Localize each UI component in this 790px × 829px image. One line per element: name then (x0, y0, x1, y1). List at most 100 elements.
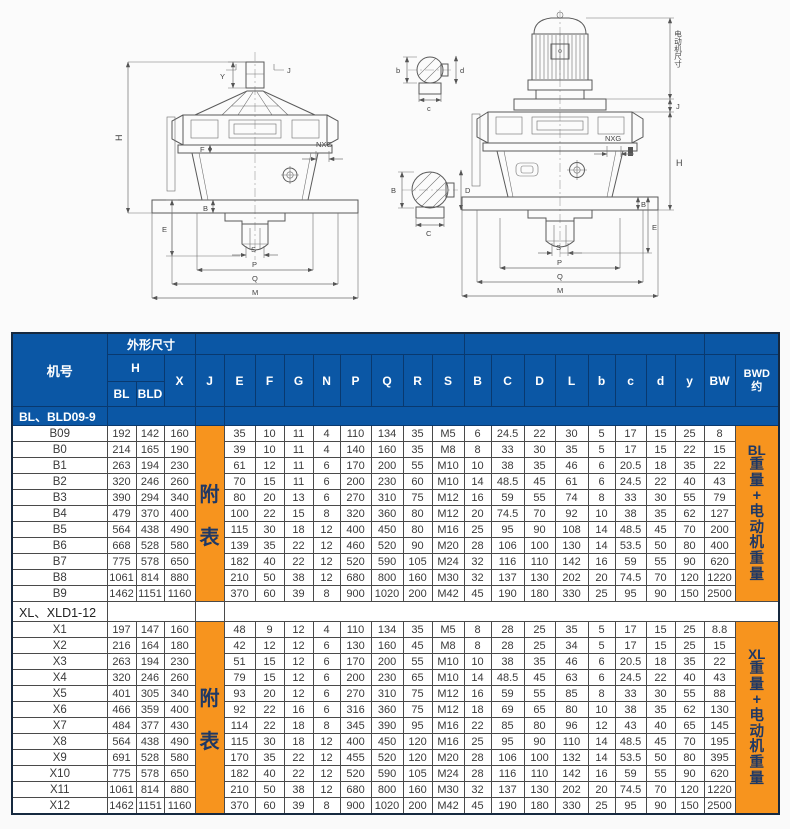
cell-value: 40 (254, 553, 285, 570)
cell-value: 401 (106, 685, 137, 702)
cell-value: 35 (402, 441, 433, 458)
cell-value: 691 (106, 749, 137, 766)
cell-value: 360 (370, 701, 404, 718)
dim-label-e: E (162, 225, 167, 234)
cell-value: 74.5 (614, 781, 647, 798)
bwd-line2: 约 (751, 380, 763, 393)
cell-value: 680 (339, 781, 372, 798)
cell-model: X4 (11, 669, 108, 686)
cell-value: 38 (283, 781, 314, 798)
cell-value: 340 (163, 685, 196, 702)
cell-value: 11 (283, 441, 314, 458)
cell-value: 70 (223, 473, 256, 490)
cell-value: 520 (339, 553, 372, 570)
cell-value: 6 (312, 669, 341, 686)
cell-value: 450 (370, 733, 404, 750)
cell-value: 80 (674, 537, 705, 554)
cell-value: 182 (223, 553, 256, 570)
cell-value: 65 (523, 701, 556, 718)
cell-value: 25 (674, 621, 705, 638)
cell-value: 6 (312, 457, 341, 474)
cell-value: 210 (223, 569, 256, 586)
section-filler (194, 406, 225, 426)
dim-label-b2: B (641, 200, 646, 209)
cell-value: 75 (402, 489, 433, 506)
cell-value: 116 (490, 553, 525, 570)
cell-value: M30 (431, 781, 465, 798)
cell-value: 20.5 (614, 653, 647, 670)
cell-value: 120 (402, 733, 433, 750)
cell-value: 10 (463, 457, 492, 474)
cell-value: 24.5 (490, 425, 525, 442)
cell-value: 130 (339, 637, 372, 654)
cell-value: 8 (312, 717, 341, 734)
col-header-b: b (587, 354, 616, 407)
cell-value: 190 (163, 441, 196, 458)
cell-value: 25 (674, 637, 705, 654)
cell-value: M5 (431, 425, 465, 442)
cell-value: 55 (402, 457, 433, 474)
cell-value: 134 (370, 425, 404, 442)
cell-value: 95 (490, 521, 525, 538)
cell-value: 59 (614, 553, 647, 570)
cell-value: 260 (163, 669, 196, 686)
cell-value: 40 (254, 765, 285, 782)
cell-value: 105 (402, 765, 433, 782)
cell-value: 170 (339, 653, 372, 670)
cell-value: 45 (645, 733, 676, 750)
table-row: X5 401 305 340 93 20 12 6 270 310 75 M12 16 59 55 85 8 33… (11, 685, 779, 702)
cell-value: 4 (312, 425, 341, 442)
cell-value: 479 (106, 505, 137, 522)
cell-value: 28 (463, 765, 492, 782)
cell-model: X11 (11, 781, 108, 798)
cell-value: 40 (645, 717, 676, 734)
cell-value: 430 (163, 717, 196, 734)
cell-value: 814 (135, 781, 165, 798)
cell-value: 377 (135, 717, 165, 734)
cell-value: M12 (431, 489, 465, 506)
cell-value: 28 (490, 637, 525, 654)
cell-value: 30 (645, 685, 676, 702)
cell-value: 35 (254, 749, 285, 766)
cell-value: 18 (463, 701, 492, 718)
detail-small-label-d: d (460, 66, 464, 75)
cell-value: 40 (674, 669, 705, 686)
cell-value: 620 (703, 765, 736, 782)
cell-value: 590 (370, 553, 404, 570)
cell-value: 35 (645, 505, 676, 522)
detail-small-label-b: b (396, 66, 400, 75)
cell-value: 400 (163, 701, 196, 718)
cell-value: 145 (703, 717, 736, 734)
reducer-motor-front-view: S P Q M 电动机尺寸 J H NXG B E (461, 10, 683, 299)
col-header-x: X (163, 354, 196, 407)
cell-value: 305 (135, 685, 165, 702)
table-row: B6 668 528 580 139 35 22 12 460 520 90 M20 28 106 100 1… (11, 537, 779, 554)
cell-value: 70 (523, 505, 556, 522)
cell-value: 90 (674, 765, 705, 782)
cell-value: 116 (490, 765, 525, 782)
cell-value: 400 (339, 733, 372, 750)
cell-value: 5 (587, 637, 616, 654)
cell-value: 25 (674, 425, 705, 442)
cell-value: 130 (523, 569, 556, 586)
cell-value: 8 (703, 425, 736, 442)
cell-value: 8 (312, 505, 341, 522)
cell-value: 194 (135, 653, 165, 670)
cell-value: 2500 (703, 797, 736, 815)
cell-value: 45 (463, 585, 492, 602)
col-header-c: c (614, 354, 647, 407)
cell-value: 39 (283, 585, 314, 602)
cell-value: 12 (587, 717, 616, 734)
cell-value: 160 (370, 637, 404, 654)
col-header-S: S (431, 354, 465, 407)
dim-label-motor: 电动机尺寸 (673, 29, 682, 68)
cell-value: 528 (135, 749, 165, 766)
cell-value: 75 (402, 685, 433, 702)
col-header-y: y (674, 354, 705, 407)
cell-value: 45 (523, 473, 556, 490)
cell-value: 202 (554, 569, 589, 586)
cell-value: 6 (312, 489, 341, 506)
cell-value: 65 (402, 669, 433, 686)
cell-value: 45 (402, 637, 433, 654)
cell-value: 150 (674, 585, 705, 602)
